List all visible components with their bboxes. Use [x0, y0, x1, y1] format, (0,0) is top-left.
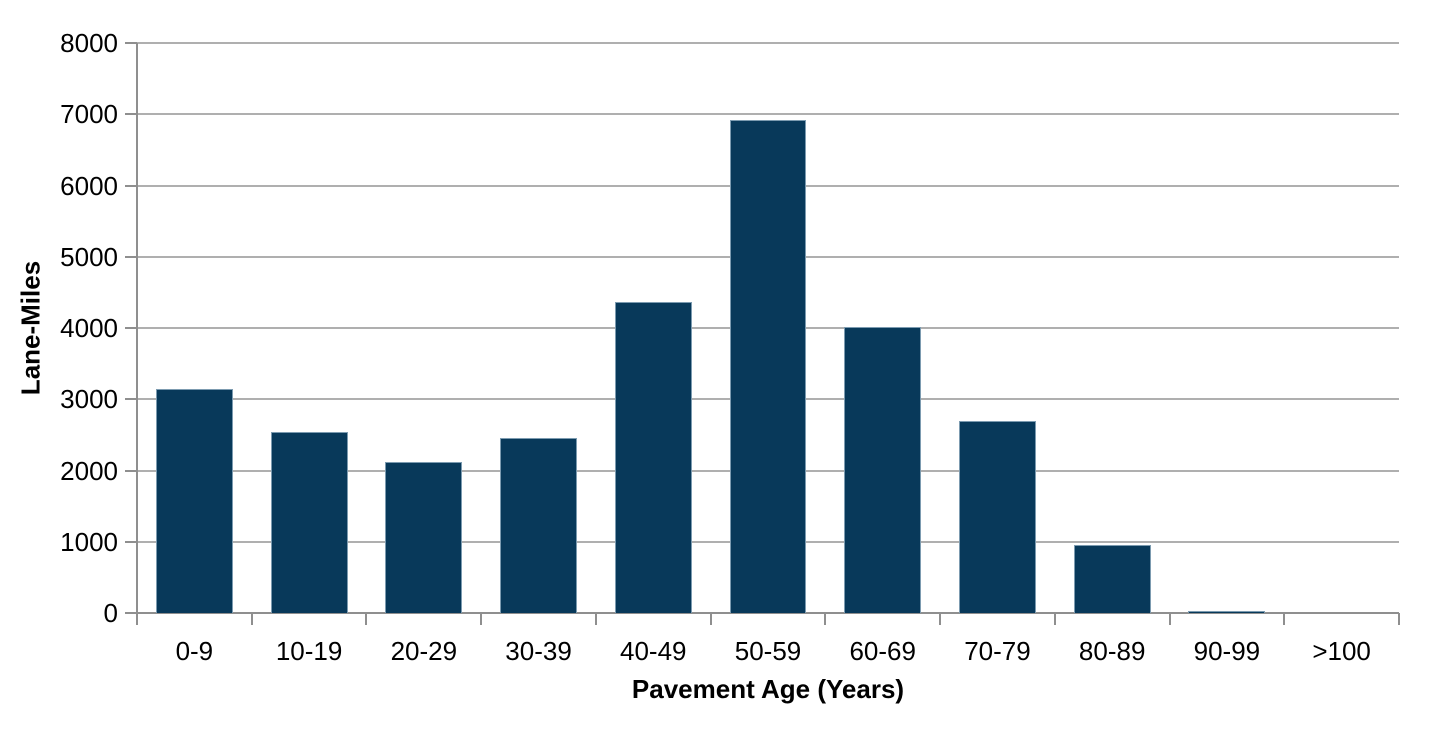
y-axis-tick-label: 2000 — [60, 455, 118, 486]
bar — [729, 119, 807, 613]
bar — [844, 326, 922, 613]
x-axis-tick-label: 40-49 — [620, 636, 687, 666]
x-axis-tick — [939, 613, 942, 625]
x-axis-tick-label: 50-59 — [734, 636, 802, 666]
x-axis-tick — [1283, 613, 1286, 625]
x-axis-tick — [1053, 613, 1056, 625]
y-axis-tick-label: 5000 — [60, 241, 118, 272]
bar — [1188, 610, 1266, 613]
gridline — [137, 42, 1399, 44]
y-axis-tick-label: 1000 — [60, 526, 118, 557]
y-axis-tick — [125, 42, 137, 44]
y-axis-tick — [125, 540, 137, 543]
x-axis-tick-label: 80-89 — [1078, 636, 1146, 666]
x-axis-tick — [480, 613, 483, 625]
x-axis-tick — [365, 613, 368, 625]
y-axis-tick — [125, 327, 137, 329]
x-axis-tick — [1398, 613, 1400, 625]
y-axis-tick — [125, 398, 137, 401]
x-axis-tick-label: >100 — [1312, 636, 1371, 666]
y-axis-tick-label: 0 — [103, 598, 118, 628]
x-axis-title: Pavement Age (Years) — [631, 674, 905, 704]
bar — [385, 461, 463, 613]
x-axis-tick — [1168, 613, 1171, 625]
bar — [270, 432, 348, 613]
y-axis-tick — [125, 184, 137, 187]
x-axis-tick-label: 30-39 — [505, 636, 572, 666]
bar — [500, 437, 577, 613]
x-axis-tick-label: 60-69 — [849, 636, 916, 666]
x-axis-tick — [594, 613, 597, 625]
y-axis-tick — [125, 113, 137, 116]
x-axis-tick-label: 20-29 — [390, 636, 458, 666]
y-axis-tick — [125, 469, 137, 472]
x-axis-tick-label: 10-19 — [275, 636, 343, 666]
bar — [155, 389, 233, 613]
y-axis-tick-label: 4000 — [60, 313, 118, 343]
bar — [1073, 544, 1151, 613]
y-axis-tick — [125, 612, 137, 614]
x-axis-line — [137, 612, 1399, 614]
y-axis-tick-label: 8000 — [60, 28, 118, 58]
y-axis-tick-label: 3000 — [60, 384, 118, 415]
x-axis-tick-label: 70-79 — [964, 636, 1031, 666]
bar — [959, 420, 1036, 613]
y-axis-tick — [125, 255, 137, 258]
x-axis-tick-label: 0-9 — [175, 636, 214, 666]
x-axis-tick — [250, 613, 253, 625]
x-axis-tick-label: 90-99 — [1193, 636, 1261, 666]
x-axis-tick — [709, 613, 712, 625]
x-axis-tick — [824, 613, 827, 625]
y-axis-tick-label: 6000 — [60, 170, 118, 201]
bar — [614, 301, 692, 613]
y-axis-tick-label: 7000 — [60, 99, 118, 130]
y-axis-line — [136, 43, 138, 625]
gridline — [137, 113, 1399, 116]
